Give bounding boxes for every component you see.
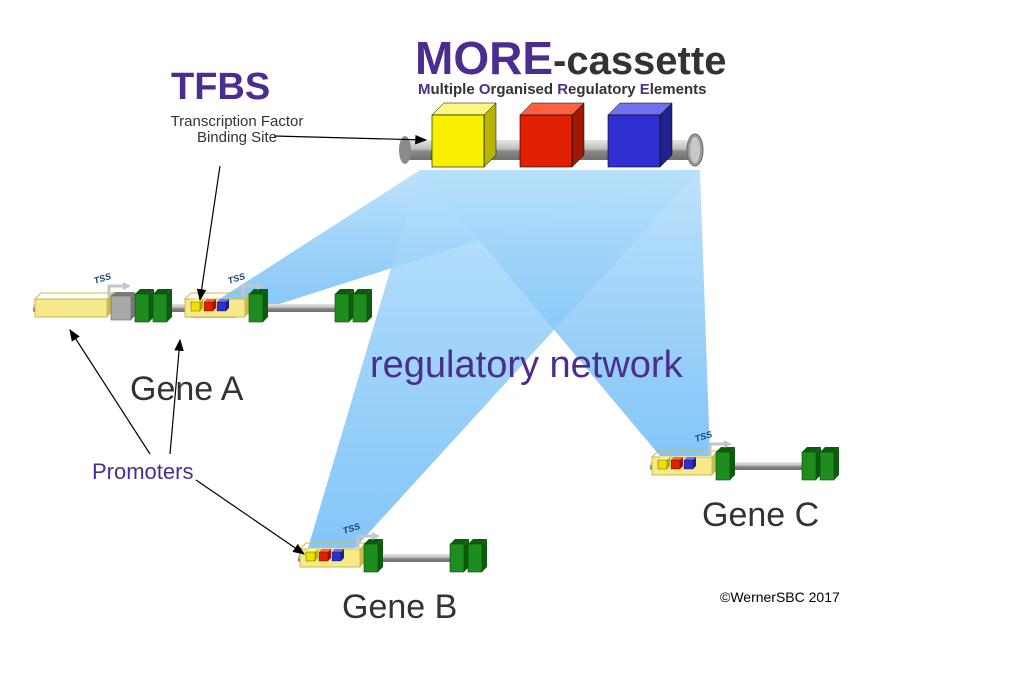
copyright-text: ©WernerSBC 2017: [720, 589, 840, 605]
svg-text:TSS: TSS: [227, 271, 247, 286]
tfbs-sub-line2: Binding Site: [152, 130, 322, 146]
gene-a-label-text: Gene A: [130, 370, 243, 408]
tfbs-cube-2: [608, 103, 672, 167]
arrow-tfbs-to-geneA: [200, 166, 220, 300]
tfbs-sub-line1: Transcription Factor: [152, 114, 322, 130]
promoters-label: Promoters: [92, 459, 193, 484]
more-suffix: -cassette: [553, 39, 726, 83]
gene-b-label-text: Gene B: [342, 588, 457, 626]
promoters-label-wrap: Promoters: [92, 460, 193, 483]
tfbs-subtitle: Transcription FactorBinding Site: [152, 114, 322, 146]
tfbs-acronym: TFBS: [171, 66, 270, 108]
regulatory-network-label: regulatory network: [370, 344, 683, 386]
tfbs-title: TFBS: [171, 68, 270, 108]
gene-b-label: Gene B: [342, 590, 457, 626]
gene-a-label: Gene A: [130, 372, 243, 408]
tfbs-cube-1: [520, 103, 584, 167]
regulatory-network: regulatory network: [370, 346, 683, 386]
more-cassette: [399, 103, 703, 167]
more-cassette-subtitle: Multiple Organised Regulatory Elements: [418, 82, 706, 98]
tfbs-cube-0: [432, 103, 496, 167]
arrow-promoters-to-geneB: [196, 480, 304, 554]
svg-text:TSS: TSS: [93, 271, 113, 286]
gene-c-label-text: Gene C: [702, 496, 819, 534]
gene-c-label: Gene C: [702, 498, 819, 534]
diagram-stage: TSSTSSTSSTSSMORE-cassetteMultiple Organi…: [0, 0, 1035, 689]
copyright-label: ©WernerSBC 2017: [720, 590, 840, 605]
more-cassette-title: MORE-cassette: [415, 34, 726, 82]
more-acronym: MORE: [415, 32, 553, 84]
